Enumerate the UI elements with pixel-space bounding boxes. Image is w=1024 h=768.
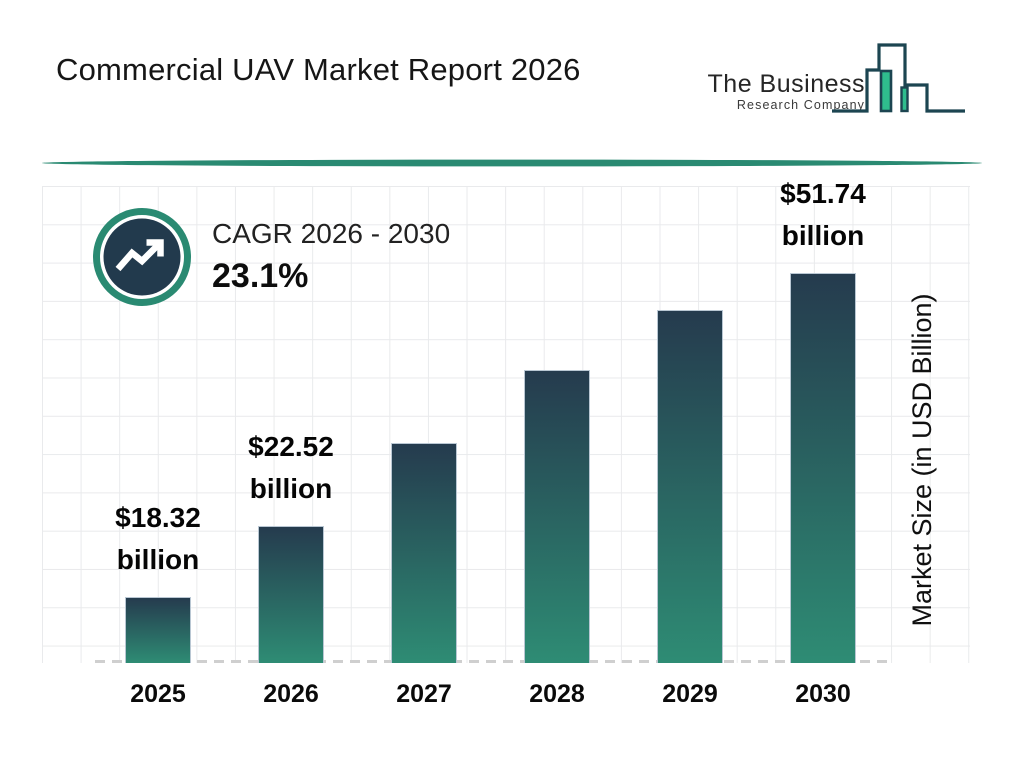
x-tick-2025: 2025 bbox=[130, 680, 186, 708]
bar-2027 bbox=[391, 443, 457, 663]
cagr-block: CAGR 2026 - 2030 23.1% bbox=[212, 218, 450, 296]
divider bbox=[42, 159, 982, 167]
bar-2025 bbox=[125, 597, 191, 663]
bar-2029 bbox=[657, 310, 723, 663]
x-tick-2028: 2028 bbox=[529, 680, 585, 708]
value-label-2025: $18.32 billion bbox=[115, 502, 201, 575]
cagr-badge bbox=[93, 208, 191, 306]
bar-2030 bbox=[790, 273, 856, 663]
value-label-2026: $22.52 billion bbox=[248, 431, 334, 504]
logo-wordmark: The Business Research Company bbox=[708, 70, 865, 112]
bar-2028 bbox=[524, 370, 590, 663]
x-tick-2029: 2029 bbox=[662, 680, 718, 708]
x-tick-2027: 2027 bbox=[396, 680, 452, 708]
logo-name: The Business bbox=[707, 70, 865, 98]
bar-2026 bbox=[258, 526, 324, 663]
cagr-label: CAGR 2026 - 2030 bbox=[212, 218, 451, 249]
cagr-value: 23.1% bbox=[212, 257, 309, 295]
x-axis-line bbox=[95, 660, 893, 663]
trend-up-icon bbox=[115, 239, 164, 272]
x-tick-2026: 2026 bbox=[263, 680, 319, 708]
y-axis-label: Market Size (in USD Billion) bbox=[907, 293, 937, 627]
logo-subname: Research Company bbox=[736, 98, 865, 112]
page-title: Commercial UAV Market Report 2026 bbox=[56, 52, 581, 87]
logo-skyline-icon bbox=[832, 43, 965, 113]
x-tick-2030: 2030 bbox=[795, 680, 851, 708]
value-label-2030: $51.74 billion bbox=[780, 178, 866, 251]
